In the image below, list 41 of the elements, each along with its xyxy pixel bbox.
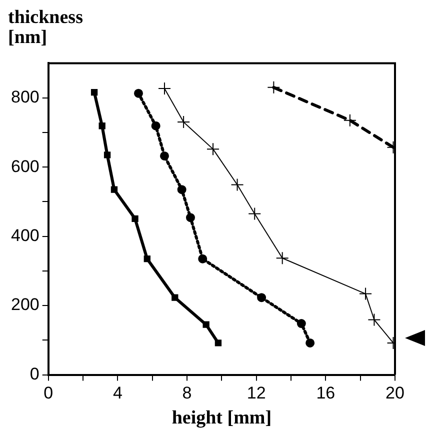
y-tick-label: 800 bbox=[10, 88, 40, 107]
y-tick-label: 600 bbox=[10, 156, 40, 176]
point bbox=[214, 340, 222, 346]
point bbox=[368, 313, 381, 326]
point bbox=[132, 215, 138, 222]
x-tick-label: 12 bbox=[246, 384, 266, 403]
point bbox=[248, 207, 262, 220]
point bbox=[306, 338, 315, 348]
x-tick-label: 0 bbox=[44, 384, 54, 403]
x-tick-label: 4 bbox=[112, 384, 122, 403]
x-tick-label: 8 bbox=[182, 384, 192, 403]
point bbox=[359, 287, 372, 300]
y-tick-label: 200 bbox=[10, 295, 40, 314]
point bbox=[151, 121, 160, 130]
point bbox=[267, 80, 280, 94]
x-tick-label: 16 bbox=[316, 384, 336, 403]
point bbox=[172, 294, 178, 301]
point bbox=[177, 185, 186, 194]
point bbox=[198, 254, 208, 264]
point bbox=[296, 319, 306, 328]
point bbox=[160, 151, 169, 160]
point bbox=[276, 252, 289, 265]
point bbox=[343, 114, 356, 127]
point bbox=[257, 293, 266, 302]
x-axis-title: height [mm] bbox=[172, 408, 272, 429]
point bbox=[144, 255, 150, 262]
point bbox=[158, 82, 171, 95]
point bbox=[98, 122, 106, 130]
y-tick-label: 400 bbox=[10, 226, 40, 245]
point bbox=[177, 116, 190, 129]
x-tick-label: 20 bbox=[386, 384, 404, 403]
point bbox=[202, 321, 210, 328]
y-tick-label: 0 bbox=[30, 364, 40, 384]
point bbox=[104, 152, 111, 158]
point bbox=[134, 88, 143, 98]
point bbox=[90, 88, 98, 96]
y-axis-title: thickness [nm] bbox=[8, 7, 84, 50]
point bbox=[186, 213, 195, 222]
point bbox=[110, 186, 118, 193]
point bbox=[206, 142, 220, 156]
point bbox=[230, 178, 244, 192]
